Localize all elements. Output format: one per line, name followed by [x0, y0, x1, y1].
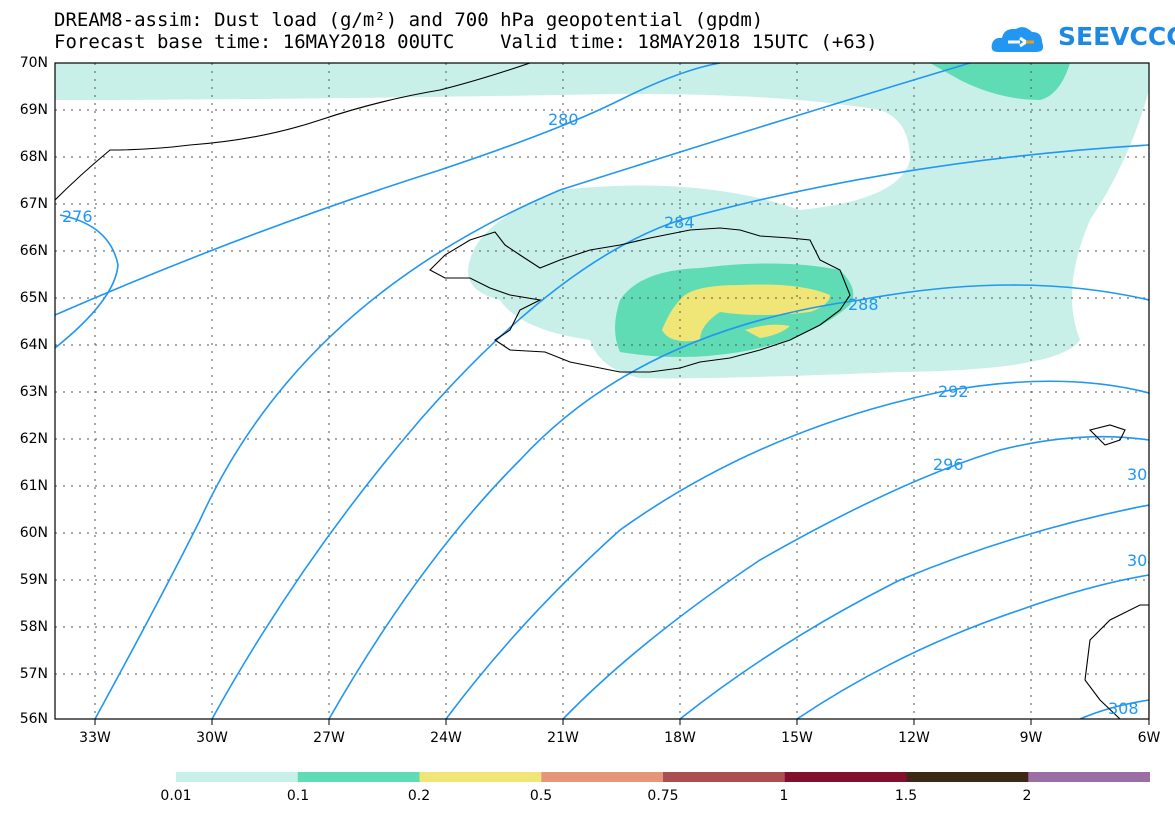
lon-label: 30W: [196, 730, 228, 746]
lat-label: 67N: [19, 196, 48, 212]
cloud-logo-icon: [991, 27, 1044, 52]
lat-label: 60N: [19, 525, 48, 541]
contour-label-308: 308: [1108, 699, 1139, 718]
dust-area-top: [55, 63, 1149, 379]
colorbar-label: 1: [779, 788, 789, 804]
lon-label: 9W: [1019, 730, 1043, 746]
contour-label-292: 292: [938, 382, 969, 401]
lat-label: 70N: [19, 55, 48, 71]
geopotential-contours: [55, 63, 1149, 719]
lat-label: 65N: [19, 290, 48, 306]
contour-labels: 276 280 284 288 292 296 300 304 308: [62, 110, 1158, 718]
map-title: DREAM8-assim: Dust load (g/m²) and 700 h…: [54, 9, 764, 31]
lon-label: 15W: [781, 730, 813, 746]
contour-label-300: 300: [1127, 465, 1158, 484]
lat-label: 66N: [19, 243, 48, 259]
map-frame: [54, 62, 1150, 720]
colorbar-swatch: [297, 772, 421, 782]
lat-label: 63N: [19, 384, 48, 400]
colorbar-swatch: [419, 772, 542, 782]
contour-label-296: 296: [933, 455, 964, 474]
contour-label-280: 280: [548, 110, 579, 129]
lon-label: 33W: [79, 730, 111, 746]
colorbar-swatch: [784, 772, 908, 782]
lat-label: 69N: [19, 102, 48, 118]
lon-label: 21W: [547, 730, 579, 746]
colorbar-label: 0.2: [407, 788, 431, 804]
faroe-islands: [1088, 424, 1126, 446]
dust-area-high: [662, 284, 830, 342]
colorbar-swatch: [541, 772, 664, 782]
lat-label: 62N: [19, 431, 48, 447]
contour-label-276: 276: [62, 207, 93, 226]
lat-label: 58N: [19, 619, 48, 635]
contour-label-304: 304: [1127, 551, 1158, 570]
lon-label: 27W: [313, 730, 345, 746]
contour-label-288: 288: [848, 295, 879, 314]
scotland-coast: [1084, 604, 1149, 719]
lat-label: 68N: [19, 149, 48, 165]
lat-label: 61N: [19, 478, 48, 494]
lon-label: 12W: [898, 730, 930, 746]
lon-label: 6W: [1137, 730, 1161, 746]
dust-area-high-south: [745, 324, 790, 338]
colorbar-label: 1.5: [894, 788, 918, 804]
iceland-coast: [429, 227, 851, 373]
coastlines: [55, 63, 1149, 719]
dust-area-north: [930, 63, 1070, 100]
colorbar-label: 0.01: [160, 788, 192, 804]
colorbar-swatch: [176, 772, 299, 782]
axis-ticks: [94, 719, 1150, 725]
colorbar: [176, 772, 1150, 782]
colorbar-swatch: [663, 772, 786, 782]
lon-label: 24W: [430, 730, 462, 746]
colorbar-label: 0.5: [529, 788, 553, 804]
logo-text: SEEVCCC: [1058, 22, 1175, 51]
colorbar-swatch: [906, 772, 1029, 782]
lat-label: 59N: [19, 572, 48, 588]
lat-label: 57N: [19, 666, 48, 682]
contour-label-284: 284: [664, 213, 695, 232]
colorbar-label: 2: [1022, 788, 1032, 804]
colorbar-label: 0.75: [647, 788, 679, 804]
colorbar-swatch: [1028, 772, 1150, 782]
lat-label: 64N: [19, 337, 48, 353]
lon-label: 18W: [664, 730, 696, 746]
colorbar-label: 0.1: [286, 788, 310, 804]
lat-label: 56N: [19, 711, 48, 727]
map-subtitle: Forecast base time: 16MAY2018 00UTC Vali…: [54, 31, 878, 53]
